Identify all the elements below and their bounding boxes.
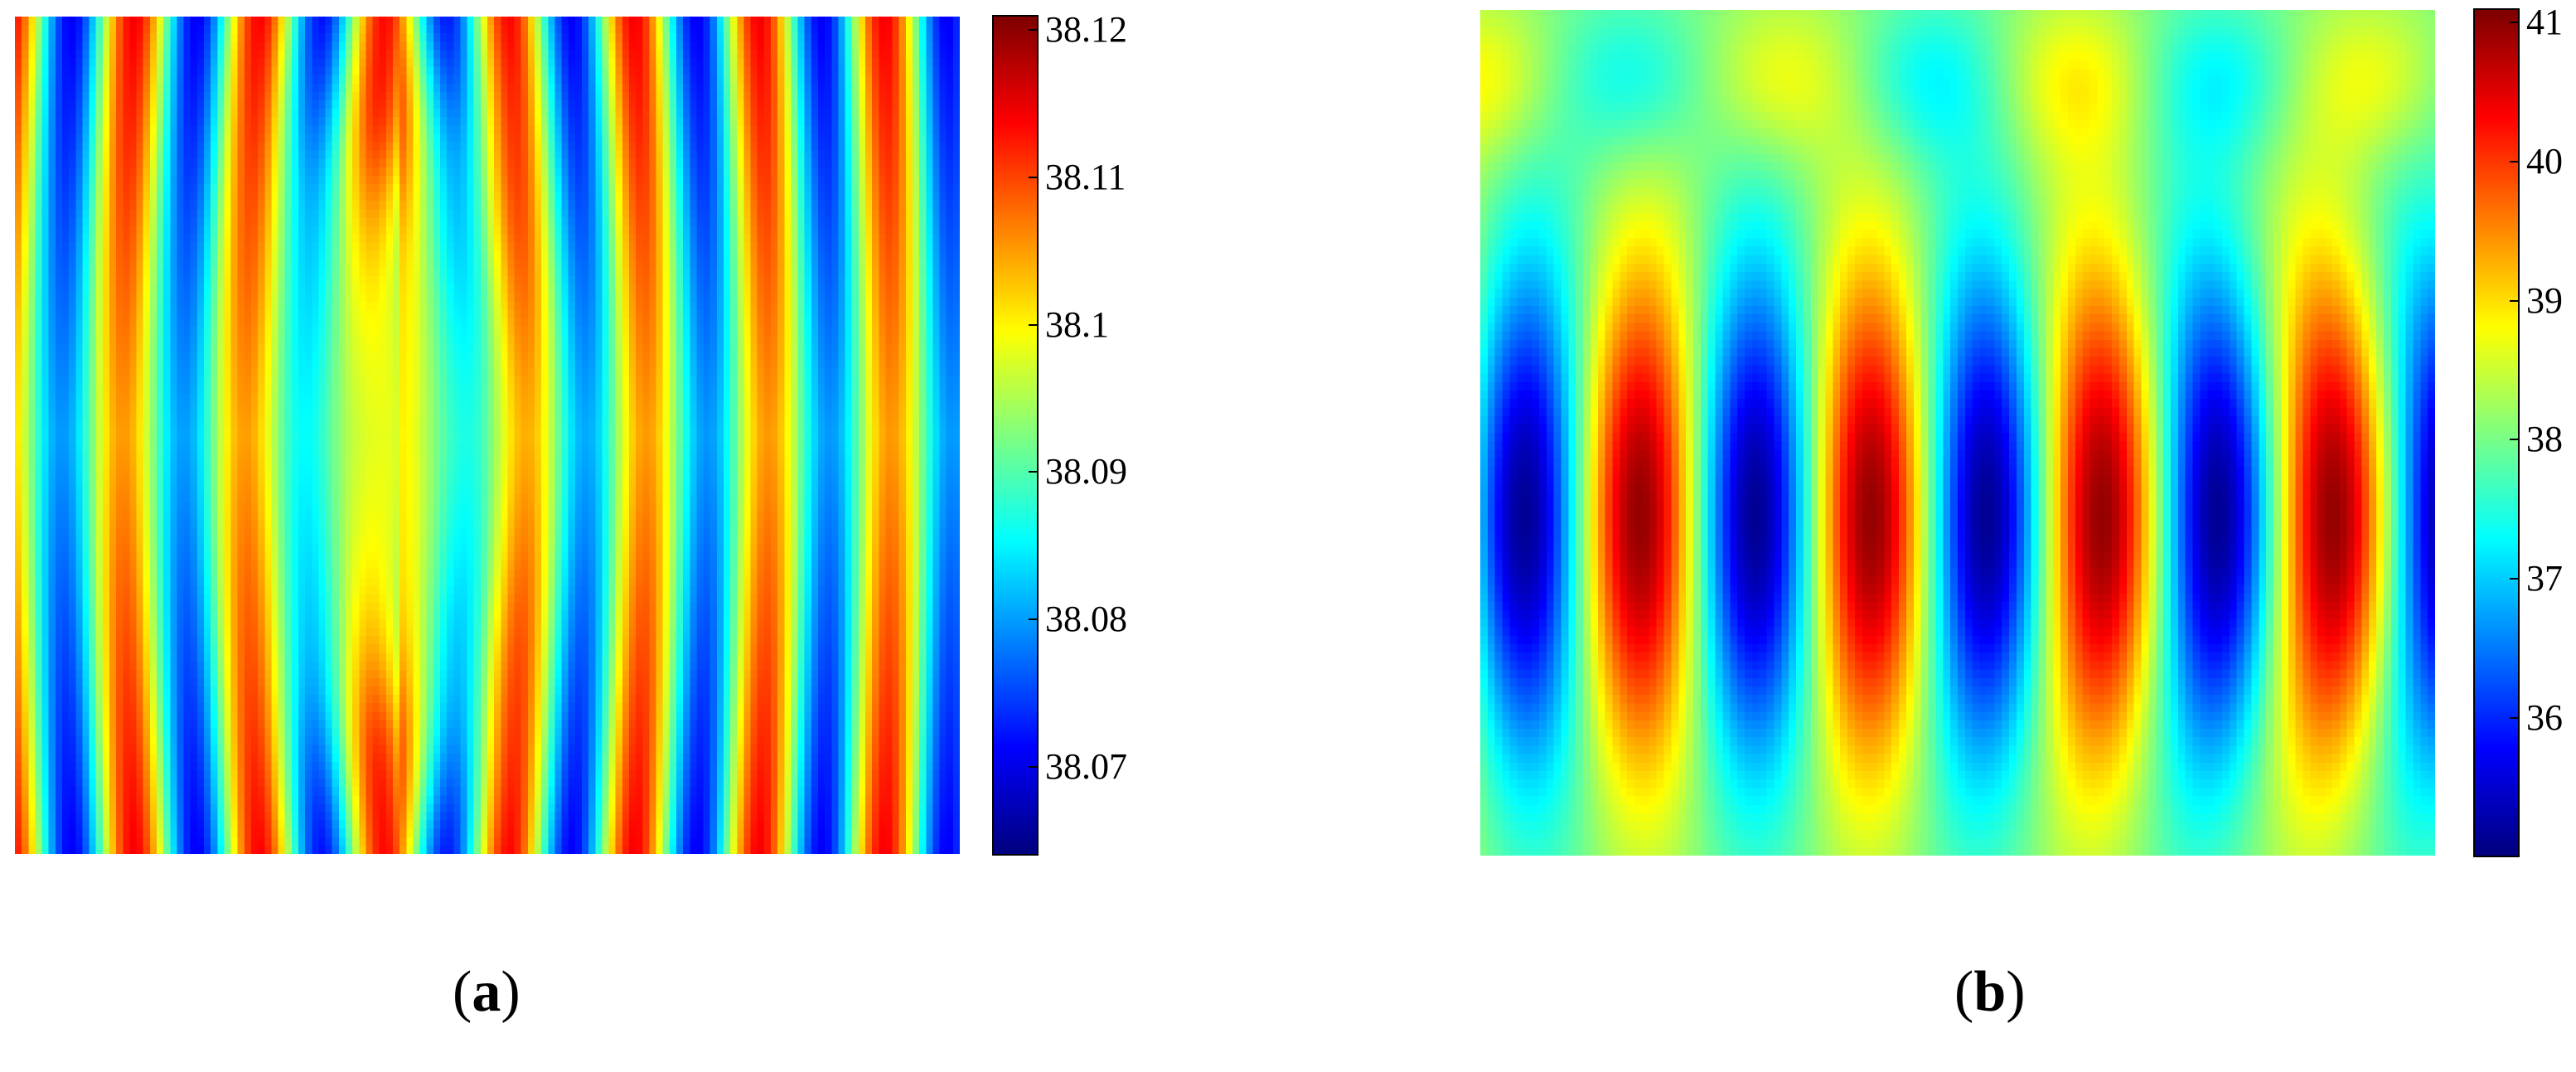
colorbar-tick xyxy=(1029,323,1037,326)
colorbar-tick-label: 38.08 xyxy=(1045,599,1127,640)
colorbar-tick xyxy=(1029,176,1037,178)
colorbar-tick xyxy=(1029,618,1037,621)
colorbar-tick xyxy=(1029,28,1037,31)
colorbar-tick-label: 38.12 xyxy=(1045,8,1127,50)
colorbar-tick xyxy=(2510,21,2518,23)
colorbar-tick xyxy=(1029,766,1037,769)
heatmap-a xyxy=(15,17,960,854)
colorbar-tick-label: 38 xyxy=(2526,419,2563,460)
caption-b: (b) xyxy=(1954,960,2026,1024)
colorbar-tick xyxy=(2510,578,2518,580)
colorbar-tick-label: 39 xyxy=(2526,279,2563,321)
colorbar-tick-label: 40 xyxy=(2526,140,2563,182)
colorbar-tick xyxy=(2510,160,2518,162)
colorbar-tick-label: 36 xyxy=(2526,697,2563,739)
heatmap-b xyxy=(1480,10,2435,856)
panel-a: 38.07 38.08 38.09 38.1 38.11 38.12 (a) xyxy=(15,8,1127,1024)
colorbar-tick-label: 38.07 xyxy=(1045,746,1127,788)
colorbar-tick-label: 41 xyxy=(2526,1,2563,42)
colorbar-tick-label: 37 xyxy=(2526,558,2563,599)
caption-a: (a) xyxy=(453,960,521,1024)
colorbar-tick xyxy=(2510,299,2518,302)
colorbar-tick-label: 38.1 xyxy=(1045,303,1109,345)
colorbar-tick xyxy=(2510,717,2518,720)
colorbar-tick-label: 38.11 xyxy=(1045,156,1126,197)
panel-b: 36 37 38 39 40 41 (b) xyxy=(1288,0,2576,1072)
colorbar-b xyxy=(2473,8,2520,857)
colorbar-a xyxy=(992,15,1039,856)
colorbar-tick xyxy=(1029,471,1037,473)
colorbar-tick xyxy=(2510,439,2518,441)
colorbar-tick-label: 38.09 xyxy=(1045,451,1127,492)
